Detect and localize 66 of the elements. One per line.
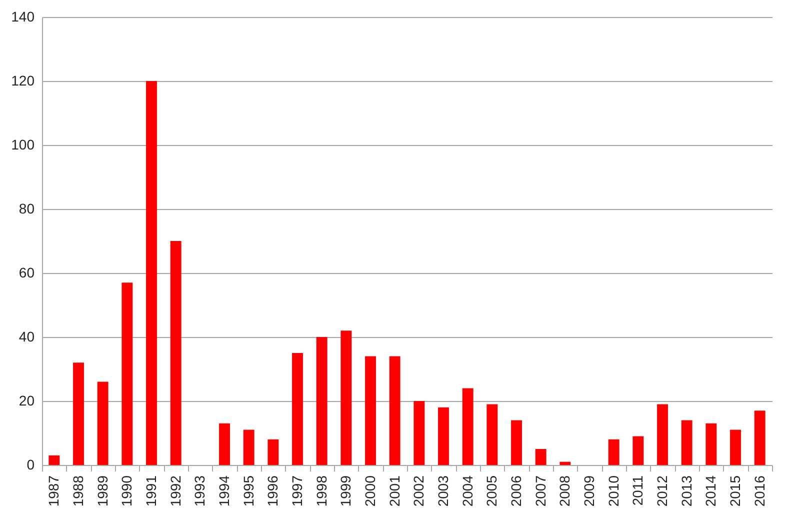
x-tick-label: 2015 bbox=[727, 475, 743, 507]
bar bbox=[340, 330, 352, 465]
bar bbox=[438, 407, 449, 465]
x-tick-label: 1993 bbox=[192, 475, 208, 507]
x-tick-label: 1992 bbox=[167, 475, 184, 507]
bar bbox=[316, 337, 328, 465]
x-tick-label: 1989 bbox=[94, 475, 110, 507]
bar bbox=[146, 81, 157, 465]
bar bbox=[608, 439, 620, 465]
y-tick-label: 60 bbox=[18, 264, 35, 280]
x-tick-label: 2012 bbox=[654, 475, 670, 507]
x-tick-label: 2014 bbox=[702, 475, 719, 507]
y-tick-label: 100 bbox=[11, 136, 35, 152]
bar bbox=[511, 420, 522, 465]
x-tick-label: 2010 bbox=[605, 475, 622, 507]
x-tick-label: 2002 bbox=[410, 475, 427, 507]
y-tick-label: 40 bbox=[18, 328, 35, 344]
bar bbox=[462, 388, 474, 465]
x-tick-label: 2008 bbox=[556, 475, 573, 507]
y-tick-label: 140 bbox=[11, 8, 35, 24]
bar bbox=[97, 382, 108, 465]
y-tick-label: 0 bbox=[26, 456, 35, 472]
bar bbox=[170, 241, 182, 465]
x-tick-label: 2007 bbox=[532, 475, 548, 507]
bar bbox=[730, 430, 741, 465]
bar bbox=[292, 353, 303, 465]
x-tick-label: 1988 bbox=[70, 475, 86, 507]
bar bbox=[560, 462, 571, 465]
x-tick-label: 2016 bbox=[751, 475, 768, 507]
x-tick-label: 2000 bbox=[362, 475, 378, 507]
x-tick-label: 1999 bbox=[338, 475, 354, 507]
bar bbox=[48, 455, 60, 465]
bar bbox=[706, 423, 717, 465]
x-tick-label: 1991 bbox=[143, 475, 159, 507]
x-tick-label: 1987 bbox=[46, 475, 62, 507]
x-tick-label: 2011 bbox=[630, 475, 646, 506]
y-tick-label: 120 bbox=[11, 72, 35, 88]
bar bbox=[681, 420, 692, 465]
x-tick-label: 1990 bbox=[118, 475, 135, 507]
x-tick-label: 1995 bbox=[240, 475, 256, 507]
x-tick-label: 1998 bbox=[313, 475, 330, 507]
x-tick-label: 1997 bbox=[289, 475, 305, 507]
x-tick-label: 2013 bbox=[678, 475, 694, 507]
x-tick-label: 1994 bbox=[216, 475, 232, 507]
x-tick-label: 1996 bbox=[264, 475, 281, 507]
x-tick-label: 2004 bbox=[459, 475, 476, 507]
bar bbox=[657, 404, 668, 465]
bar bbox=[243, 430, 254, 465]
bar bbox=[414, 401, 425, 465]
bar bbox=[122, 282, 133, 465]
bar bbox=[754, 410, 766, 465]
bar bbox=[219, 423, 230, 465]
bar bbox=[632, 436, 644, 465]
bar bbox=[365, 356, 376, 465]
bar bbox=[535, 449, 546, 465]
y-tick-label: 20 bbox=[18, 392, 35, 408]
bar bbox=[268, 439, 279, 465]
x-tick-label: 2003 bbox=[435, 475, 451, 507]
bar bbox=[389, 356, 400, 465]
bar bbox=[73, 362, 84, 465]
x-tick-label: 2001 bbox=[386, 475, 402, 507]
y-tick-label: 80 bbox=[18, 200, 35, 216]
x-tick-label: 2005 bbox=[484, 475, 500, 507]
x-tick-label: 2009 bbox=[581, 475, 597, 507]
x-tick-label: 2006 bbox=[508, 475, 524, 507]
bar bbox=[486, 404, 498, 465]
